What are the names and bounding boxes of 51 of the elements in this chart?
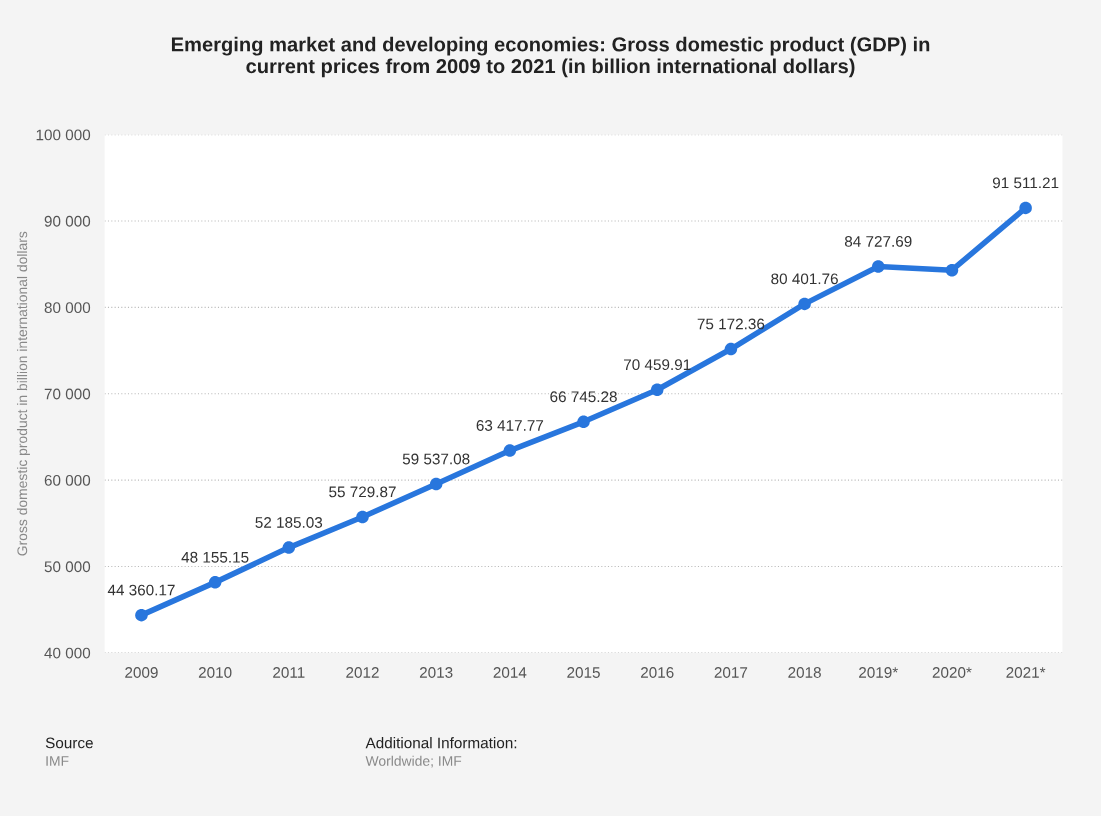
data-label: 91 511.21	[992, 177, 1059, 189]
x-tick-label: 2012	[346, 667, 379, 678]
data-label: 63 417.77	[476, 420, 544, 431]
y-tick-label: 50 000	[44, 561, 91, 573]
data-label: 80 401.76	[771, 273, 838, 285]
text: Additional Information:	[365, 737, 517, 749]
x-tick-label: 2011	[273, 667, 305, 678]
x-tick-label: 2020*	[932, 667, 972, 678]
data-label: 84 727.69	[844, 236, 912, 247]
y-tick-label: 90 000	[44, 215, 91, 227]
data-label: 55 729.87	[329, 486, 396, 498]
point	[429, 477, 443, 491]
point	[798, 297, 811, 311]
data-label: 75 172.36	[697, 318, 765, 330]
y-tick-label: 80 000	[44, 302, 91, 314]
point	[945, 263, 959, 277]
point	[872, 260, 885, 273]
text: Worldwide; IMF	[365, 755, 462, 768]
x-tick-label: 2010	[198, 667, 232, 678]
point	[650, 383, 664, 396]
data-label: 59 537.08	[402, 453, 470, 465]
point	[282, 541, 296, 554]
x-tick-label: 2021*	[1006, 667, 1046, 678]
point	[356, 510, 369, 524]
data-label: 66 745.28	[550, 391, 617, 403]
x-tick-label: 2015	[567, 667, 600, 678]
x-tick-label: 2016	[640, 667, 674, 678]
y-tick-label: 40 000	[44, 647, 91, 659]
data-label: 44 360.17	[107, 584, 175, 596]
y-tick-label: 60 000	[44, 474, 91, 486]
x-tick-label: 2019*	[859, 667, 898, 678]
text: IMF	[46, 756, 69, 766]
data-label: 52 185.03	[255, 517, 323, 528]
x-tick-label: 2013	[419, 667, 453, 678]
point	[503, 444, 517, 457]
y-axis-title: Gross domestic product in billion international dollars	[16, 231, 30, 556]
x-tick-label: 2009	[125, 667, 158, 678]
point	[208, 576, 222, 589]
point	[577, 415, 590, 429]
x-tick-label: 2017	[714, 667, 748, 678]
data-label: 70 459.91	[624, 359, 691, 371]
point	[724, 342, 738, 356]
point	[1019, 201, 1032, 215]
text: Source	[45, 737, 93, 749]
x-tick-label: 2018	[788, 667, 821, 678]
y-tick-label: 100 000	[36, 129, 91, 141]
data-label: 48 155.15	[181, 551, 249, 563]
x-tick-label: 2014	[493, 667, 527, 678]
chart-title: Emerging market and developing economies: Gross domestic product (GDP) in current prices from 2009 to 2021 (in billion international dollars)	[171, 36, 930, 78]
point	[135, 608, 148, 622]
y-tick-label: 70 000	[44, 388, 91, 400]
